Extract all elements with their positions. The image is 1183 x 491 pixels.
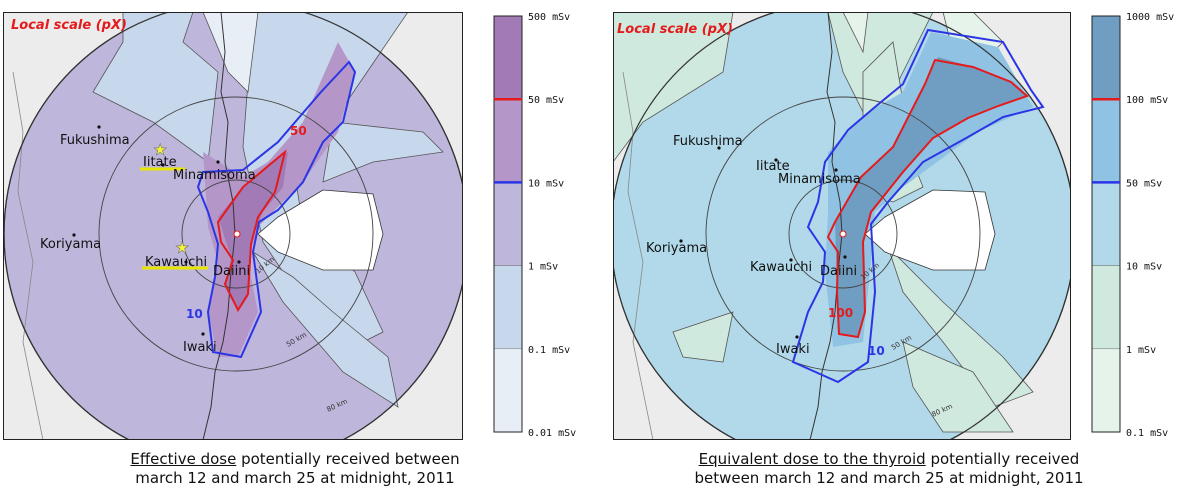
- iitate-star-icon: ★: [153, 140, 167, 159]
- place-daiini: Daiini: [213, 264, 250, 279]
- dose-zone-0p1-1-east: [322, 121, 444, 183]
- dose-zone-1-10-southwest: [672, 311, 734, 363]
- place-kawauchi: Kawauchi: [145, 255, 207, 270]
- place-fukushima: Fukushima: [60, 133, 130, 148]
- place-iwaki: Iwaki: [776, 342, 810, 357]
- isoline-label-50: 50: [290, 124, 307, 138]
- colorbar-band: [493, 182, 523, 266]
- colorbar-band: [1091, 265, 1121, 350]
- caption-underlined: Equivalent dose to the thyroid: [698, 450, 926, 468]
- map-frame: [3, 12, 463, 440]
- colorbar-tick-label: 50 mSv: [1126, 178, 1162, 189]
- colorbar-band: [493, 98, 523, 183]
- place-koriyama: Koriyama: [646, 241, 707, 256]
- dose-zone-0p1-1-south: [252, 251, 399, 408]
- caption-line2: between march 12 and march 25 at midnigh…: [694, 469, 1084, 487]
- colorbar-band: [493, 348, 523, 433]
- place-koriyama: Koriyama: [40, 237, 101, 252]
- colorbar-band: [493, 15, 523, 100]
- place-iwaki: Iwaki: [183, 340, 217, 355]
- colorbar-tick-label: 0.1 mSv: [528, 345, 570, 356]
- place-daiini: Daiini: [820, 264, 857, 279]
- local-scale-label: Local scale (pX): [617, 22, 733, 37]
- colorbar-tick-label: 50 mSv: [528, 95, 564, 106]
- plant-marker: [839, 230, 847, 238]
- place-iitate: Iitate: [756, 159, 790, 174]
- ring-50km: [98, 96, 374, 372]
- isoline-label-10: 10: [868, 344, 885, 358]
- colorbar-band: [1091, 182, 1121, 266]
- map-frame: [613, 12, 1071, 440]
- thyroid-dose-map: Fukushima Iitate Minamisoma Koriyama Kaw…: [613, 12, 1071, 440]
- thyroid-dose-panel: Fukushima Iitate Minamisoma Koriyama Kaw…: [595, 0, 1183, 491]
- effective-dose-map: ★ ★ Fukushima Iitate Minamisoma Koriyama…: [3, 12, 463, 440]
- caption-rest: potentially received between: [236, 450, 460, 468]
- caption-rest: potentially received: [925, 450, 1080, 468]
- place-minamisoma: Minamisoma: [173, 168, 256, 183]
- colorbar-tick-label: 1 mSv: [1126, 345, 1156, 356]
- place-kawauchi: Kawauchi: [750, 260, 812, 275]
- colorbar-tick-label: 1 mSv: [528, 262, 558, 273]
- ring-10km: [788, 179, 898, 289]
- effective-dose-panel: ★ ★ Fukushima Iitate Minamisoma Koriyama…: [0, 0, 590, 491]
- ocean-gap: [864, 189, 996, 271]
- kawauchi-star-icon: ★: [175, 238, 189, 257]
- colorbar-tick-label: 10 mSv: [1126, 262, 1162, 273]
- isoline-label-10: 10: [186, 307, 203, 321]
- dose-zone-0p01-0p1: [202, 12, 259, 93]
- prefecture-border: [622, 71, 654, 440]
- ring-10km: [181, 179, 291, 289]
- thyroid-dose-colorbar: 1000 mSv 100 mSv 50 mSv 10 mSv 1 mSv 0.1 mSv: [1091, 12, 1174, 437]
- colorbar-band: [493, 265, 523, 350]
- place-iitate: Iitate: [143, 155, 177, 170]
- colorbar-tick-label: 1000 mSv: [1126, 12, 1174, 23]
- colorbar-tick-label: 0.1 mSv: [1126, 428, 1168, 437]
- dose-zone-1-10-southeast: [887, 246, 1034, 408]
- prefecture-border: [12, 71, 44, 440]
- colorbar-tick-label: 0.01 mSv: [528, 428, 576, 437]
- colorbar-tick-label: 10 mSv: [528, 178, 564, 189]
- place-fukushima: Fukushima: [673, 134, 743, 149]
- local-scale-label: Local scale (pX): [11, 18, 127, 33]
- colorbar-band: [1091, 348, 1121, 433]
- caption-underlined: Effective dose: [130, 450, 237, 468]
- caption-line2: march 12 and march 25 at midnight, 2011: [135, 469, 455, 487]
- isoline-10msv: [196, 60, 357, 359]
- colorbar-frame: [493, 15, 523, 433]
- isoline-50msv: [216, 149, 287, 313]
- place-minamisoma: Minamisoma: [778, 172, 861, 187]
- colorbar-band: [1091, 98, 1121, 183]
- thyroid-dose-caption: Equivalent dose to the thyroid potential…: [595, 450, 1183, 488]
- colorbar-tick-label: 100 mSv: [1126, 95, 1168, 106]
- isoline-100msv: [826, 58, 1029, 339]
- isoline-10msv: [791, 28, 1045, 384]
- ocean-gap: [257, 189, 384, 271]
- isoline-label-100: 100: [828, 306, 853, 320]
- effective-dose-colorbar: 500 mSv 50 mSv 10 mSv 1 mSv 0.1 mSv 0.01 mSv: [493, 12, 576, 437]
- colorbar-tick-label: 500 mSv: [528, 12, 570, 23]
- dose-zone-over-100: [835, 57, 1027, 337]
- colorbar-band: [1091, 15, 1121, 100]
- colorbar-frame: [1091, 15, 1121, 433]
- effective-dose-caption: Effective dose potentially received betw…: [0, 450, 590, 488]
- ring-50km: [705, 96, 981, 372]
- dose-zone-1-10-south: [902, 341, 1014, 433]
- plant-marker: [233, 230, 241, 238]
